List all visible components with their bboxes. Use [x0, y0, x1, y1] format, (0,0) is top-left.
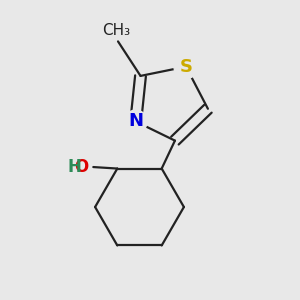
Text: S: S: [179, 58, 193, 76]
Circle shape: [174, 55, 198, 79]
Text: N: N: [128, 112, 143, 130]
Circle shape: [124, 110, 147, 133]
Text: O: O: [75, 158, 89, 176]
Text: H: H: [68, 158, 81, 176]
Text: CH₃: CH₃: [103, 23, 130, 38]
